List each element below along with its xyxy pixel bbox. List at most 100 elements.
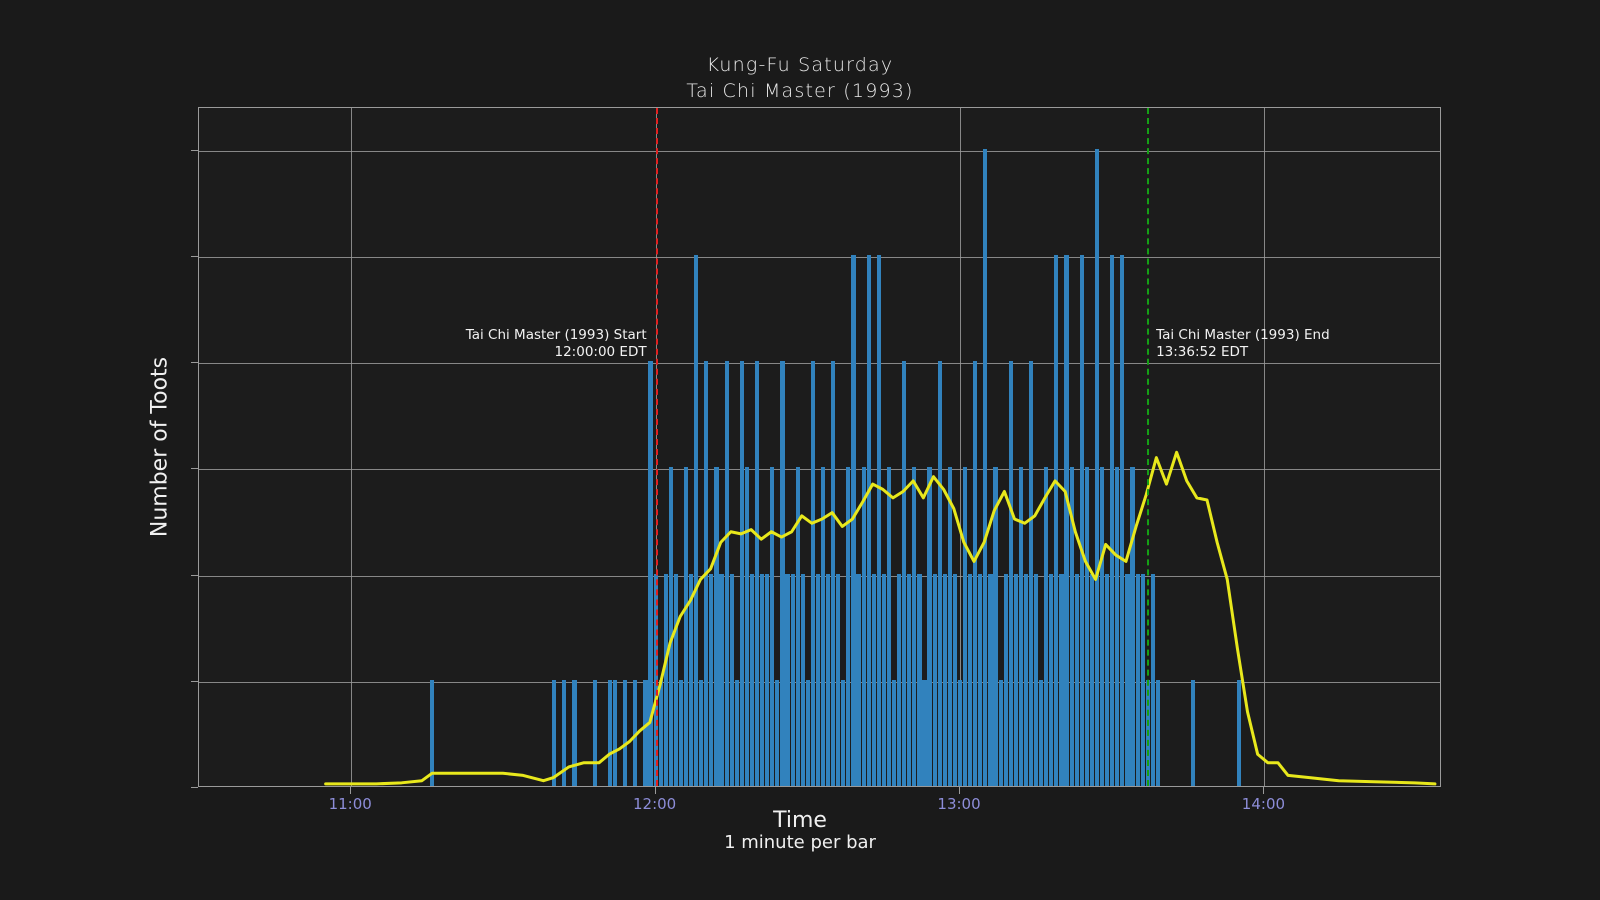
bar bbox=[562, 679, 567, 786]
bar bbox=[1059, 573, 1064, 786]
x-axis-tick-label: 13:00 bbox=[937, 795, 981, 813]
bar bbox=[891, 679, 897, 786]
bar bbox=[963, 467, 968, 786]
gridline-horizontal bbox=[199, 469, 1440, 471]
gridline-vertical bbox=[351, 108, 353, 786]
bar bbox=[607, 679, 613, 786]
bar bbox=[820, 467, 826, 786]
bar bbox=[861, 467, 866, 786]
x-axis-label: Time bbox=[773, 808, 827, 833]
y-axis-tick-mark bbox=[191, 362, 198, 363]
bar bbox=[917, 573, 922, 786]
bar bbox=[552, 679, 557, 786]
bar bbox=[699, 679, 704, 786]
bar bbox=[780, 361, 785, 786]
bar bbox=[826, 573, 831, 786]
bar bbox=[668, 467, 673, 786]
bar bbox=[851, 254, 856, 786]
bar bbox=[1155, 679, 1160, 786]
bar bbox=[952, 573, 958, 786]
bar bbox=[689, 573, 694, 786]
bar bbox=[658, 679, 663, 786]
bar bbox=[805, 679, 810, 786]
end-annotation: Tai Chi Master (1993) End 13:36:52 EDT bbox=[1156, 327, 1330, 361]
bar bbox=[932, 573, 937, 786]
bar bbox=[572, 679, 577, 786]
y-axis-tick-mark bbox=[191, 574, 198, 576]
bar bbox=[1099, 467, 1105, 786]
bar bbox=[775, 679, 780, 786]
bar bbox=[673, 573, 678, 786]
end-annotation-line-2: 13:36:52 EDT bbox=[1156, 344, 1249, 360]
bar bbox=[739, 361, 744, 786]
x-axis-sublabel: 1 minute per bar bbox=[724, 832, 876, 853]
x-axis-tick-mark bbox=[350, 787, 352, 794]
x-axis-tick-label: 12:00 bbox=[632, 795, 677, 813]
x-axis-tick-mark bbox=[1263, 787, 1265, 794]
bar bbox=[937, 361, 942, 786]
bar bbox=[912, 467, 917, 786]
bar bbox=[1120, 254, 1125, 786]
bar bbox=[1044, 467, 1049, 786]
bar bbox=[927, 467, 932, 786]
gridline-horizontal bbox=[199, 150, 1440, 152]
bar bbox=[1023, 573, 1029, 786]
bar bbox=[988, 573, 993, 786]
plot-area bbox=[198, 107, 1441, 787]
bar bbox=[1049, 573, 1054, 786]
bar bbox=[430, 679, 435, 786]
bar bbox=[785, 573, 790, 786]
start-marker-line bbox=[655, 108, 658, 786]
bar bbox=[866, 254, 871, 786]
bar bbox=[1236, 679, 1242, 786]
bar bbox=[729, 573, 734, 786]
bar bbox=[998, 679, 1003, 786]
bar bbox=[663, 573, 668, 786]
bar bbox=[957, 679, 963, 786]
bar bbox=[694, 254, 699, 786]
bar bbox=[841, 679, 846, 786]
y-axis-label: Number of Toots bbox=[147, 356, 173, 538]
y-axis-tick-mark bbox=[191, 468, 198, 470]
bar bbox=[800, 573, 805, 786]
y-axis-tick-mark bbox=[191, 255, 198, 257]
start-annotation-line-2: 12:00:00 EDT bbox=[554, 344, 647, 360]
bar bbox=[1105, 573, 1110, 786]
bar bbox=[724, 361, 729, 786]
bar bbox=[810, 361, 815, 786]
x-axis-tick-mark bbox=[654, 787, 656, 794]
bar bbox=[836, 573, 841, 786]
bar bbox=[897, 573, 902, 786]
bar bbox=[749, 573, 755, 786]
bar bbox=[902, 361, 907, 786]
bar bbox=[623, 679, 628, 786]
gridline-horizontal bbox=[199, 363, 1440, 364]
start-annotation: Tai Chi Master (1993) Start 12:00:00 EDT bbox=[0, 327, 647, 361]
bar bbox=[922, 679, 927, 786]
bar bbox=[846, 467, 851, 786]
bar bbox=[1130, 467, 1135, 786]
y-axis-tick-mark bbox=[191, 149, 198, 151]
bar bbox=[1084, 467, 1089, 786]
bar bbox=[1069, 467, 1074, 786]
plot-inner bbox=[199, 108, 1440, 786]
bar bbox=[1191, 679, 1196, 786]
bar bbox=[1089, 573, 1094, 786]
bar bbox=[709, 573, 714, 786]
bar bbox=[1094, 148, 1100, 786]
bar bbox=[1074, 573, 1079, 786]
bar bbox=[592, 679, 597, 786]
bar bbox=[886, 467, 892, 786]
bar bbox=[760, 573, 765, 786]
bar bbox=[704, 361, 709, 786]
gridline-vertical bbox=[1264, 108, 1266, 786]
x-axis-tick-label: 11:00 bbox=[328, 795, 372, 813]
bar bbox=[881, 573, 886, 786]
bar bbox=[744, 467, 749, 786]
bar bbox=[1115, 467, 1120, 786]
bar bbox=[1150, 573, 1155, 786]
end-marker-line bbox=[1147, 108, 1150, 786]
bar bbox=[907, 573, 912, 786]
gridline-horizontal bbox=[199, 256, 1440, 258]
end-annotation-line-1: Tai Chi Master (1993) End bbox=[1156, 327, 1330, 343]
